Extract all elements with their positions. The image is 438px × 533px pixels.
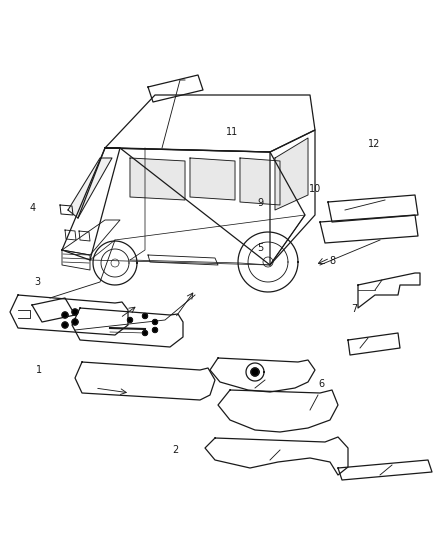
Text: 9: 9 <box>258 198 264 207</box>
Polygon shape <box>72 319 78 325</box>
Polygon shape <box>270 130 315 265</box>
Polygon shape <box>152 327 158 333</box>
Text: 6: 6 <box>319 379 325 389</box>
Polygon shape <box>251 368 259 376</box>
Polygon shape <box>240 158 280 205</box>
Text: 3: 3 <box>34 278 40 287</box>
Polygon shape <box>72 309 78 315</box>
Text: 12: 12 <box>368 139 381 149</box>
Polygon shape <box>62 312 68 318</box>
Text: 8: 8 <box>330 256 336 266</box>
Polygon shape <box>130 158 185 200</box>
Polygon shape <box>152 319 158 325</box>
Text: 10: 10 <box>309 184 321 194</box>
Text: 5: 5 <box>258 243 264 253</box>
Polygon shape <box>275 138 308 210</box>
Text: 1: 1 <box>36 366 42 375</box>
Polygon shape <box>142 313 148 319</box>
Polygon shape <box>105 95 315 152</box>
Text: 4: 4 <box>30 203 36 213</box>
Polygon shape <box>68 158 112 218</box>
Text: 2: 2 <box>172 446 178 455</box>
Polygon shape <box>62 322 68 328</box>
Text: 11: 11 <box>226 127 238 137</box>
Text: 7: 7 <box>352 304 358 314</box>
Polygon shape <box>62 148 120 260</box>
Polygon shape <box>127 318 133 322</box>
Polygon shape <box>142 330 148 335</box>
Polygon shape <box>190 158 235 200</box>
Polygon shape <box>105 148 305 265</box>
